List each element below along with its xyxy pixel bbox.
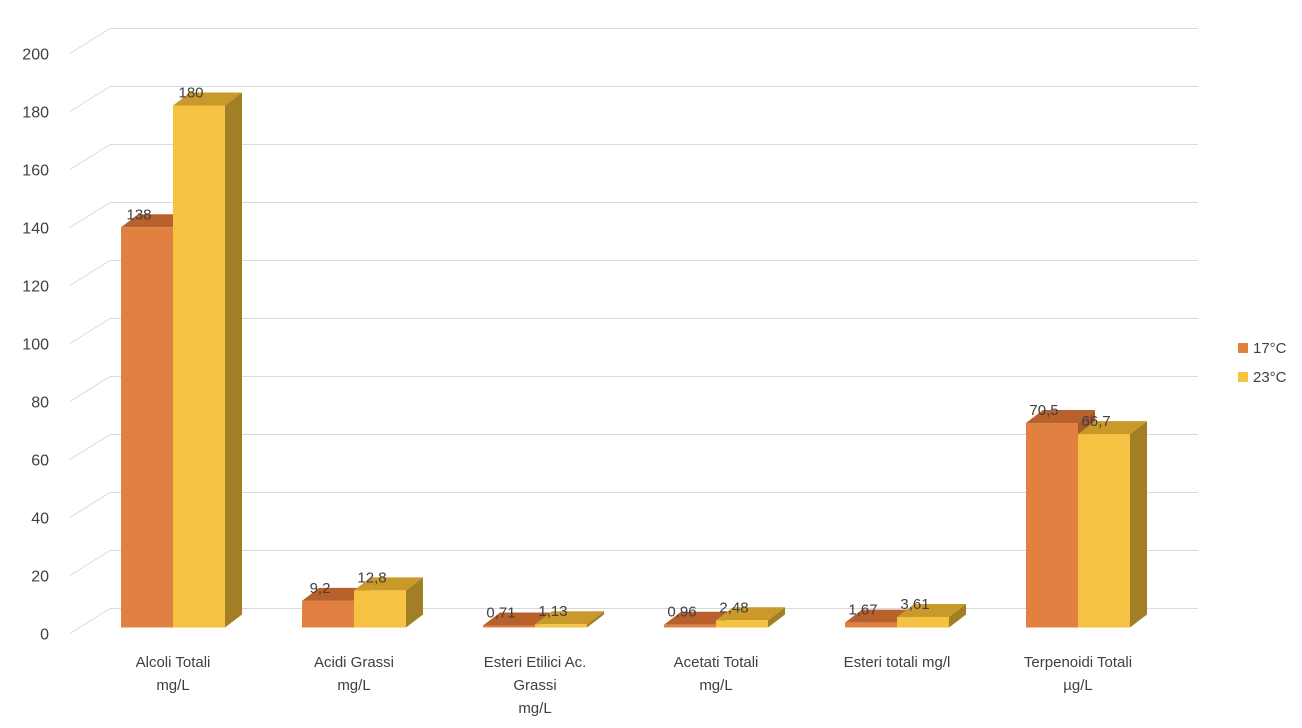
bar-top xyxy=(716,607,785,621)
bar-top xyxy=(535,611,604,625)
legend-item: 17°C xyxy=(1238,340,1287,357)
bar-top xyxy=(664,611,733,625)
gridline-diagonal xyxy=(69,260,111,286)
bar-front xyxy=(483,625,535,628)
y-tick-label: 60 xyxy=(31,453,49,470)
data-label: 9,2 xyxy=(310,580,331,597)
bar-front xyxy=(716,620,768,628)
bar-top xyxy=(354,577,423,591)
data-label: 138 xyxy=(126,206,151,223)
gridline-diagonal xyxy=(69,550,111,576)
bar xyxy=(354,577,423,628)
bar-side xyxy=(406,577,423,628)
category-label: Acidi Grassi mg/L xyxy=(314,654,394,694)
gridline-diagonal xyxy=(69,202,111,228)
bar-top xyxy=(121,214,190,228)
y-tick-label: 200 xyxy=(22,47,49,64)
bar-top xyxy=(173,92,242,106)
y-tick-label: 140 xyxy=(22,221,49,238)
category-label: Esteri totali mg/l xyxy=(844,654,951,671)
legend-swatch xyxy=(1238,343,1248,353)
category-label: Acetati Totali mg/L xyxy=(674,654,759,694)
bar-top xyxy=(1026,410,1095,424)
category-label: Alcoli Totali mg/L xyxy=(136,654,211,694)
bar-top xyxy=(1078,421,1147,435)
bar xyxy=(173,92,242,628)
y-tick-label: 180 xyxy=(22,105,49,122)
bar-front xyxy=(664,624,716,628)
y-tick-label: 0 xyxy=(40,627,49,644)
gridline-diagonal xyxy=(69,144,111,170)
gridline-diagonal xyxy=(69,434,111,460)
bar-side xyxy=(587,611,604,628)
gridline-diagonal xyxy=(69,86,111,112)
bar-side xyxy=(225,92,242,628)
bar-front xyxy=(535,624,587,628)
bar-front xyxy=(845,622,897,628)
bar xyxy=(535,611,604,628)
bar xyxy=(1078,421,1147,628)
gridline-diagonal xyxy=(69,608,111,634)
bar xyxy=(716,607,785,628)
bar xyxy=(897,604,966,628)
gridline-diagonal xyxy=(69,376,111,402)
y-tick-label: 20 xyxy=(31,569,49,586)
data-label: 1,67 xyxy=(848,602,877,619)
data-label: 180 xyxy=(178,85,203,102)
bar-front xyxy=(173,105,225,628)
bar-front xyxy=(302,600,354,628)
bar-top xyxy=(845,609,914,623)
legend-label: 17°C xyxy=(1253,340,1287,357)
bar-side xyxy=(949,604,966,628)
category-label: Esteri Etilici Ac. Grassi mg/L xyxy=(484,654,587,717)
x-axis-categories: Alcoli Totali mg/L Acidi Grassi mg/L Esteri … xyxy=(136,654,1132,717)
y-axis-ticks: 0 20 40 60 80 100 120 140 160 180 200 xyxy=(22,47,49,644)
bar-front xyxy=(354,590,406,628)
y-tick-label: 160 xyxy=(22,163,49,180)
data-labels: 138 9,2 0,71 0,96 1,67 70,5 180 12,8 1,13 2,48 3,6… xyxy=(126,85,1110,622)
bar-front xyxy=(1078,434,1130,628)
bars xyxy=(121,92,1147,628)
legend-label: 23°C xyxy=(1253,369,1287,386)
category-label: Terpenoidi Totali µg/L xyxy=(1024,654,1132,694)
bar-top xyxy=(897,604,966,618)
bar-front xyxy=(1026,423,1078,628)
data-label: 1,13 xyxy=(538,603,567,620)
legend-swatch xyxy=(1238,372,1248,382)
data-label: 12,8 xyxy=(357,569,386,586)
data-label: 0,71 xyxy=(486,604,515,621)
y-tick-label: 100 xyxy=(22,337,49,354)
y-tick-label: 120 xyxy=(22,279,49,296)
gridline-diagonal xyxy=(69,318,111,344)
bar-side xyxy=(768,607,785,628)
gridline-diagonal xyxy=(69,28,111,54)
bar-top xyxy=(483,612,552,626)
data-label: 3,61 xyxy=(900,596,929,613)
data-label: 66,7 xyxy=(1081,413,1110,430)
bar-front xyxy=(897,617,949,628)
legend-item: 23°C xyxy=(1238,369,1287,386)
bar-side xyxy=(1130,421,1147,628)
gridline-diagonal xyxy=(69,492,111,518)
gridlines xyxy=(69,28,1198,634)
y-tick-label: 40 xyxy=(31,511,49,528)
data-label: 70,5 xyxy=(1029,402,1058,419)
data-label: 0,96 xyxy=(667,604,696,621)
bar-front xyxy=(121,227,173,628)
data-label: 2,48 xyxy=(719,599,748,616)
legend: 17°C 23°C xyxy=(1238,340,1287,386)
bar-top xyxy=(302,587,371,601)
y-tick-label: 80 xyxy=(31,395,49,412)
